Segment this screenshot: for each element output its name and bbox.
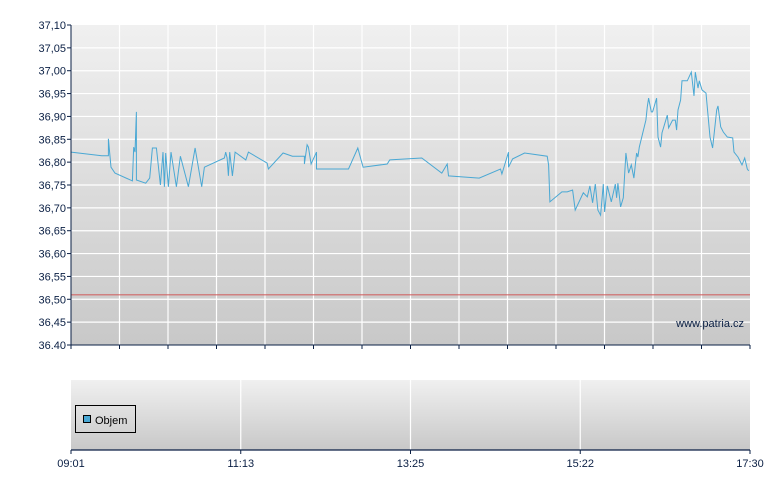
price-axes: 37,10 37,05 37,00 36,95 36,90 36,85 36,80 36,75…: [38, 20, 751, 352]
volume-panel: Objem 09:01 11:13 13:25 15:22 17:30: [57, 380, 764, 470]
y-tick-label: 36,70: [38, 203, 66, 215]
legend-box: [75, 405, 136, 433]
price-series-line: [70, 70, 750, 217]
x-tick-label: 11:13: [227, 458, 254, 470]
y-tick-label: 37,00: [38, 66, 66, 78]
y-tick-label: 37,10: [38, 20, 66, 32]
volume-grid: [240, 380, 581, 450]
y-tick-label: 36,90: [38, 111, 66, 123]
legend: Objem: [75, 405, 136, 433]
y-tick-label: 36,50: [38, 294, 66, 306]
y-tick-label: 36,65: [38, 226, 66, 238]
x-tick-label: 15:22: [566, 458, 594, 470]
x-tick-label: 13:25: [397, 458, 425, 470]
x-tick-label: 17:30: [736, 458, 764, 470]
price-panel: 37,10 37,05 37,00 36,95 36,90 36,85 36,80 36,75…: [38, 20, 751, 352]
y-tick-label: 36,60: [38, 249, 66, 261]
y-tick-label: 37,05: [38, 43, 66, 55]
x-tick-label: 09:01: [57, 458, 85, 470]
y-tick-label: 36,45: [38, 317, 66, 329]
y-tick-label: 36,95: [38, 89, 66, 101]
y-tick-label: 36.40: [38, 340, 66, 352]
watermark: www.patria.cz: [675, 318, 744, 330]
volume-axes: 09:01 11:13 13:25 15:22 17:30: [57, 449, 764, 470]
y-tick-label: 36,75: [38, 180, 66, 192]
y-tick-label: 36,55: [38, 271, 66, 283]
y-tick-label: 36,80: [38, 157, 66, 169]
legend-label: Objem: [95, 415, 127, 427]
y-tick-label: 36,85: [38, 134, 66, 146]
legend-swatch: [83, 415, 91, 423]
